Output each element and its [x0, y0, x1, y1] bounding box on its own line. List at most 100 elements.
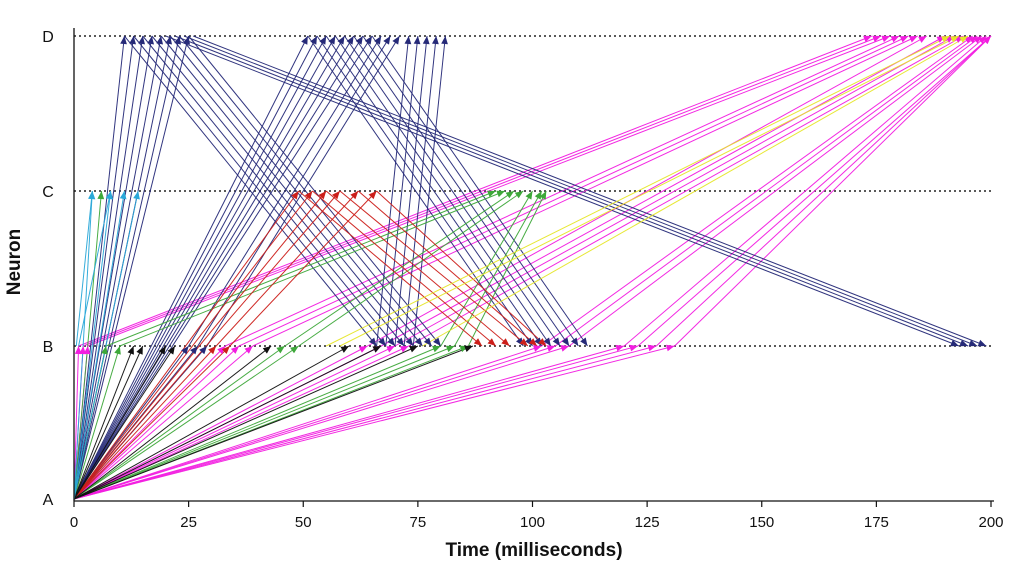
arrowhead-magenta-4	[230, 346, 240, 354]
arrowhead-navy-43	[413, 36, 421, 45]
connection-red-9	[339, 190, 529, 347]
arrowhead-green-14	[539, 191, 547, 200]
series-red	[73, 190, 547, 500]
connection-magenta-10	[73, 345, 542, 500]
connection-black-4	[73, 345, 272, 500]
connection-magenta-3	[73, 345, 226, 500]
connection-black-8	[73, 345, 474, 500]
x-axis-ticks: 0 25 50 75 100 125 150 175 200	[70, 501, 1004, 531]
arrowhead-black-0	[127, 346, 134, 355]
arrowhead-navy-26	[433, 337, 441, 346]
x-tick-label-50: 50	[295, 514, 312, 531]
arrowhead-black-2	[158, 346, 166, 355]
arrowheads-black	[127, 345, 473, 355]
arrowhead-magenta-17	[863, 35, 872, 43]
arrowhead-navy-8	[301, 36, 308, 45]
connection-magenta-28	[555, 35, 978, 347]
connection-green-1	[73, 345, 121, 500]
connection-cyan-5	[78, 190, 112, 347]
connection-magenta-12	[73, 345, 570, 500]
arrowhead-magenta-16	[666, 344, 675, 352]
connection-red-0	[73, 345, 217, 500]
arrowhead-magenta-13	[615, 344, 625, 352]
connection-magenta-0	[73, 345, 80, 500]
arrowhead-black-7	[409, 346, 418, 353]
arrowhead-cyan-5	[105, 191, 113, 200]
x-axis-title: Time (milliseconds)	[445, 540, 622, 561]
connection-cyan-2	[73, 190, 125, 500]
connection-navy-9	[73, 35, 318, 500]
arrowhead-magenta-18	[872, 35, 881, 43]
arrowhead-magenta-14	[629, 344, 638, 352]
arrowhead-red-7	[487, 338, 496, 346]
connection-magenta-21	[238, 35, 909, 347]
connection-navy-25	[179, 35, 433, 347]
arrowhead-navy-28	[959, 339, 969, 347]
connection-black-5	[73, 345, 350, 500]
connection-red-11	[376, 190, 547, 347]
connection-magenta-29	[568, 35, 983, 347]
connection-black-3	[73, 345, 176, 500]
series-navy	[73, 35, 987, 500]
connection-magenta-31	[637, 35, 992, 347]
connection-magenta-11	[73, 345, 556, 500]
arrowhead-navy-36	[561, 337, 570, 346]
connection-red-4	[73, 190, 327, 500]
y-axis-title: Neuron	[4, 229, 25, 296]
connection-cyan-0	[73, 190, 93, 500]
arrowhead-black-8	[464, 345, 473, 352]
arrowhead-magenta-9	[400, 346, 409, 353]
connection-navy-41	[206, 35, 400, 347]
arrowhead-red-8	[501, 338, 510, 346]
arrowhead-green-8	[487, 190, 496, 198]
connection-green-13	[454, 190, 543, 347]
x-tick-label-175: 175	[864, 514, 889, 531]
arrowhead-navy-13	[346, 36, 354, 45]
arrowhead-red-5	[332, 191, 340, 200]
connection-red-2	[73, 190, 300, 500]
connection-magenta-5	[73, 345, 254, 500]
connection-yellow-2	[422, 35, 969, 347]
connection-green-10	[284, 190, 515, 347]
connection-navy-4	[73, 35, 162, 500]
connection-green-7	[73, 190, 103, 500]
arrowhead-magenta-11	[546, 345, 556, 352]
x-tick-label-150: 150	[749, 514, 774, 531]
connection-navy-1	[73, 35, 135, 500]
connection-green-2	[73, 345, 286, 500]
arrowhead-green-2	[276, 346, 285, 354]
arrowhead-navy-15	[364, 36, 372, 45]
x-tick-label-75: 75	[410, 514, 427, 531]
connection-magenta-22	[252, 35, 918, 347]
connection-magenta-13	[73, 345, 625, 500]
connection-green-12	[440, 190, 533, 347]
connection-magenta-9	[73, 345, 409, 500]
arrowhead-magenta-2	[83, 346, 91, 355]
connection-black-0	[73, 345, 135, 500]
arrowhead-navy-41	[392, 36, 400, 45]
arrowhead-navy-37	[571, 337, 579, 346]
arrowhead-navy-12	[337, 36, 345, 45]
arrowhead-red-2	[291, 191, 299, 200]
arrowhead-magenta-30	[978, 36, 987, 44]
arrowhead-navy-20	[378, 337, 386, 346]
arrowhead-navy-45	[432, 36, 439, 45]
arrowhead-navy-18	[199, 346, 207, 355]
arrowhead-magenta-29	[973, 36, 982, 44]
connection-navy-30	[193, 35, 987, 347]
arrowhead-navy-1	[129, 36, 136, 45]
arrowhead-red-0	[208, 346, 217, 355]
connection-navy-2	[73, 35, 144, 500]
arrowhead-black-1	[136, 346, 143, 355]
connection-magenta-30	[623, 35, 987, 347]
connection-navy-8	[73, 35, 309, 500]
arrowhead-navy-25	[423, 337, 432, 346]
arrowhead-yellow-0	[941, 36, 950, 43]
arrowhead-cyan-2	[119, 191, 127, 200]
connection-navy-36	[353, 35, 570, 347]
connection-navy-27	[165, 35, 960, 347]
connection-navy-23	[160, 35, 414, 347]
arrowhead-green-3	[290, 346, 299, 354]
arrowhead-navy-16	[181, 346, 189, 355]
neuron-label-a: A	[43, 492, 54, 509]
